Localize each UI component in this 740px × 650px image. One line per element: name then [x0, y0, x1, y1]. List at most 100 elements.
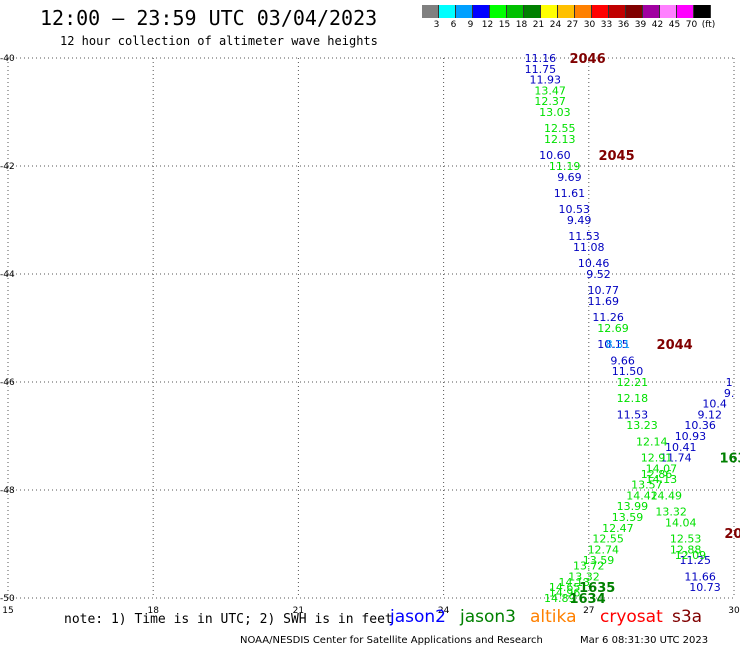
scale-swatch: [626, 5, 643, 18]
scale-label: 12: [481, 20, 494, 30]
wave-height-label: 13.23: [626, 419, 658, 432]
wave-height-label: 10.36: [684, 419, 716, 432]
wave-height-label: 13.57: [631, 479, 663, 492]
wave-height-label: 14.65: [549, 581, 581, 594]
wave-height-label: 14.89: [544, 592, 576, 605]
scale-label: 21: [532, 20, 545, 30]
satellite-legend-item: jason3: [460, 607, 516, 627]
wave-height-label: 10.77: [588, 284, 620, 297]
wave-height-label: 11.75: [525, 63, 557, 76]
x-tick-label: 27: [583, 606, 594, 616]
scale-swatch: [473, 5, 490, 18]
wave-height-label: 10.93: [675, 430, 707, 443]
scale-swatch: [456, 5, 473, 18]
pass-time-label: 1634: [569, 592, 605, 607]
wave-height-label: 11.69: [588, 295, 620, 308]
wave-height-label: 10.53: [559, 203, 591, 216]
scale-swatch: [558, 5, 575, 18]
wave-height-label: 13.03: [539, 106, 571, 119]
wave-height-label: 1: [726, 376, 733, 389]
wave-height-label: 13.99: [617, 500, 649, 513]
wave-height-label: 11.61: [554, 187, 586, 200]
scale-label: 18: [515, 20, 528, 30]
wave-height-label: 11.26: [592, 311, 624, 324]
scale-swatch: [609, 5, 626, 18]
pass-time-label: 2046: [569, 52, 605, 67]
wave-height-label: 11.74: [660, 452, 692, 465]
y-tick-label: -50: [0, 594, 15, 604]
wave-height-label: 12.09: [675, 549, 707, 562]
satellite-legend-item: altika: [530, 607, 577, 627]
y-tick-label: -44: [0, 270, 15, 280]
y-tick-label: -48: [0, 486, 15, 496]
scale-label: 42: [651, 20, 664, 30]
scale-label: (ft): [701, 20, 716, 30]
scale-label: 27: [566, 20, 579, 30]
wave-height-label: 11.66: [684, 570, 716, 583]
wave-height-label: 10.73: [689, 581, 721, 594]
scale-swatch: [643, 5, 660, 18]
wave-height-label: 11.19: [549, 160, 581, 173]
wave-height-label: 11.53: [617, 408, 649, 421]
pass-time-label: 1636: [719, 452, 740, 467]
scale-label: 24: [549, 20, 562, 30]
credit-footer: NOAA/NESDIS Center for Satellite Applica…: [240, 635, 543, 646]
units-note: note: 1) Time is in UTC; 2) SWH is in fe…: [64, 612, 393, 627]
scale-swatch: [660, 5, 677, 18]
scale-swatch: [490, 5, 507, 18]
wave-height-label: 13.32: [655, 506, 687, 519]
wave-height-label: 10.15: [597, 338, 629, 351]
wave-height-label: 14.49: [650, 489, 682, 502]
scale-swatch: [677, 5, 694, 18]
wave-height-label: 12.86: [641, 468, 673, 481]
wave-height-label: 14.13: [559, 576, 591, 589]
scale-swatch: [694, 5, 711, 18]
scale-swatch: [575, 5, 592, 18]
x-tick-label: 18: [147, 606, 159, 616]
scale-swatch: [541, 5, 558, 18]
wave-height-label: 13.72: [573, 560, 605, 573]
wave-height-label: 11.16: [525, 52, 557, 65]
wave-height-label: 11.93: [529, 74, 561, 87]
wave-height-label: 12.18: [617, 392, 649, 405]
wave-height-label: 9.49: [567, 214, 592, 227]
wave-height-label: 10.41: [665, 441, 697, 454]
scale-label: 36: [617, 20, 630, 30]
scale-label: 6: [450, 20, 457, 30]
wave-height-label: 9.: [724, 387, 735, 400]
wave-height-label: 13.47: [534, 84, 566, 97]
wave-height-label: 12.14: [636, 435, 668, 448]
wave-height-label: 14.07: [646, 462, 678, 475]
pass-time-label: 2045: [598, 149, 634, 164]
wave-height-label: 10.4: [702, 398, 727, 411]
wave-height-label: 9.69: [557, 171, 582, 184]
scale-swatch: [524, 5, 541, 18]
wave-height-label: 14.04: [665, 516, 697, 529]
wave-height-label: 14.42: [626, 489, 658, 502]
scale-label: 15: [498, 20, 511, 30]
wave-height-label: 13.59: [612, 511, 644, 524]
x-tick-label: 21: [293, 606, 304, 616]
satellite-legend-item: s3a: [672, 607, 703, 627]
scale-label: 3: [433, 20, 440, 30]
x-tick-label: 24: [438, 606, 450, 616]
generated-date: Mar 6 08:31:30 UTC 2023: [580, 635, 709, 646]
wave-height-label: 12.91: [641, 452, 673, 465]
wave-height-label: 9.66: [610, 354, 635, 367]
x-tick-label: 30: [728, 606, 740, 616]
y-tick-label: -46: [0, 378, 15, 388]
wave-height-label: 12.55: [592, 533, 624, 546]
scale-swatch: [507, 5, 524, 18]
satellite-legend-item: jason2: [390, 607, 446, 627]
satellite-legend-item: cryosat: [600, 607, 663, 627]
wave-height-label: 12.53: [670, 533, 702, 546]
wave-height-label: 10.46: [578, 257, 610, 270]
wave-height-label: 13.32: [568, 570, 600, 583]
wave-height-label: 12.13: [544, 133, 576, 146]
wave-height-label: 13.59: [583, 554, 615, 567]
page-title: 12:00 — 23:59 UTC 03/04/2023: [40, 6, 378, 30]
scale-label: 30: [583, 20, 596, 30]
wave-height-label: 14.96: [549, 587, 581, 600]
wave-height-label: 8.31: [606, 338, 631, 351]
